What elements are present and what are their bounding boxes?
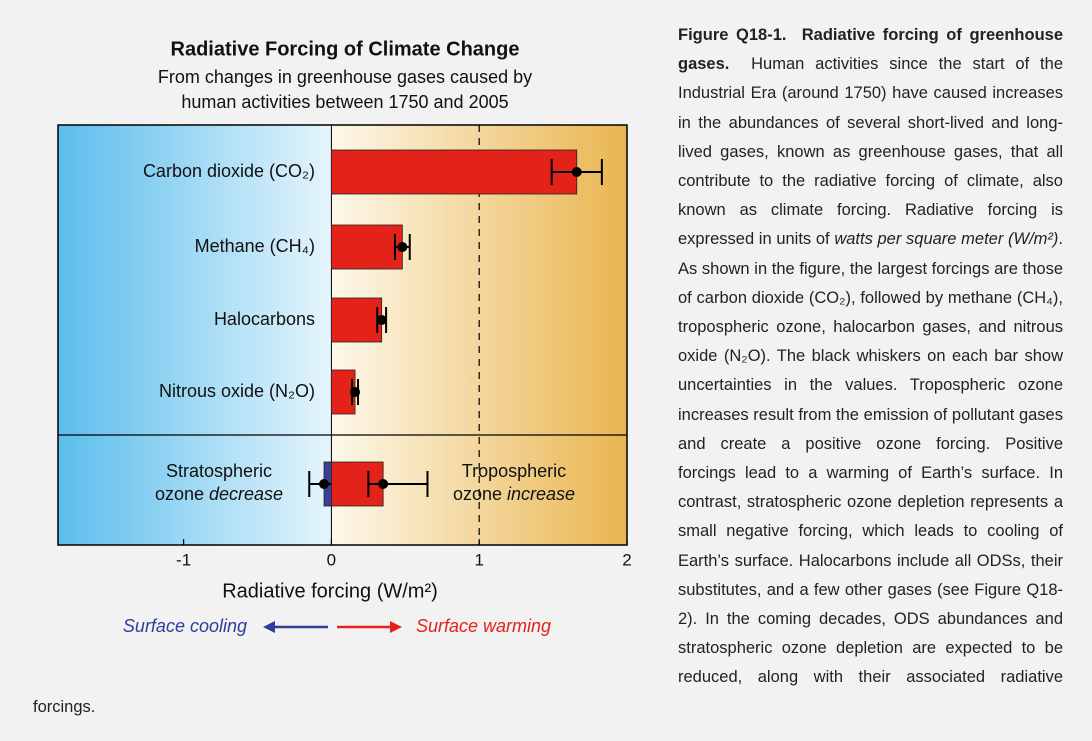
- caption: Figure Q18-1. Radiative forcing of green…: [33, 21, 1063, 722]
- category-label: Halocarbons: [214, 309, 315, 329]
- plot-border: [57, 124, 628, 546]
- cooling-region: [58, 125, 332, 545]
- category-label: ozone decrease: [155, 484, 283, 504]
- x-tick-label: 0: [327, 550, 336, 569]
- warming-arrowhead: [390, 621, 402, 633]
- caption-text: . As shown in the figure, the largest fo…: [33, 230, 1063, 716]
- warming-label: Surface warming: [416, 616, 551, 636]
- category-label: Stratospheric: [166, 461, 272, 481]
- category-label: Methane (CH₄): [195, 236, 315, 256]
- caption-units: watts per square meter (W/m²): [834, 230, 1059, 249]
- bar: [331, 149, 578, 195]
- caption-label: Figure Q18-1.: [678, 26, 787, 44]
- value-dot: [397, 242, 408, 252]
- cooling-label: Surface cooling: [123, 616, 247, 636]
- category-label: ozone: [453, 484, 502, 504]
- category-label: ozone increase: [453, 484, 575, 504]
- caption-title: Radiative forcing of greenhouse gases.: [678, 26, 1064, 74]
- category-label: Nitrous oxide (N₂O): [159, 381, 315, 401]
- category-label-emphasis: increase: [507, 484, 575, 504]
- caption-text: Human activities since the start of the …: [678, 55, 1063, 249]
- x-tick-label: 1: [474, 550, 483, 569]
- bar: [331, 297, 383, 343]
- value-dot: [378, 479, 389, 489]
- value-dot: [350, 387, 361, 397]
- value-dot: [376, 315, 387, 325]
- cooling-arrowhead: [263, 621, 275, 633]
- x-tick-label: -1: [176, 550, 191, 569]
- x-tick-label: 2: [622, 550, 631, 569]
- plot: -1 0 1 2 Carbon dioxide (CO₂) Methane (CH₄) Ha…: [57, 124, 632, 636]
- value-dot: [319, 479, 330, 489]
- value-dot: [571, 167, 582, 177]
- chart-subtitle: From changes in greenhouse gases caused …: [158, 67, 532, 87]
- category-label: Carbon dioxide (CO₂): [143, 161, 315, 181]
- chart-title: Radiative Forcing of Climate Change: [171, 38, 520, 60]
- bar: [331, 224, 403, 270]
- x-axis-label: Radiative forcing (W/m²): [222, 580, 438, 602]
- category-label: Tropospheric: [462, 461, 566, 481]
- chart-subtitle: human activities between 1750 and 2005: [181, 92, 508, 112]
- category-label: ozone: [155, 484, 204, 504]
- category-label-emphasis: decrease: [209, 484, 283, 504]
